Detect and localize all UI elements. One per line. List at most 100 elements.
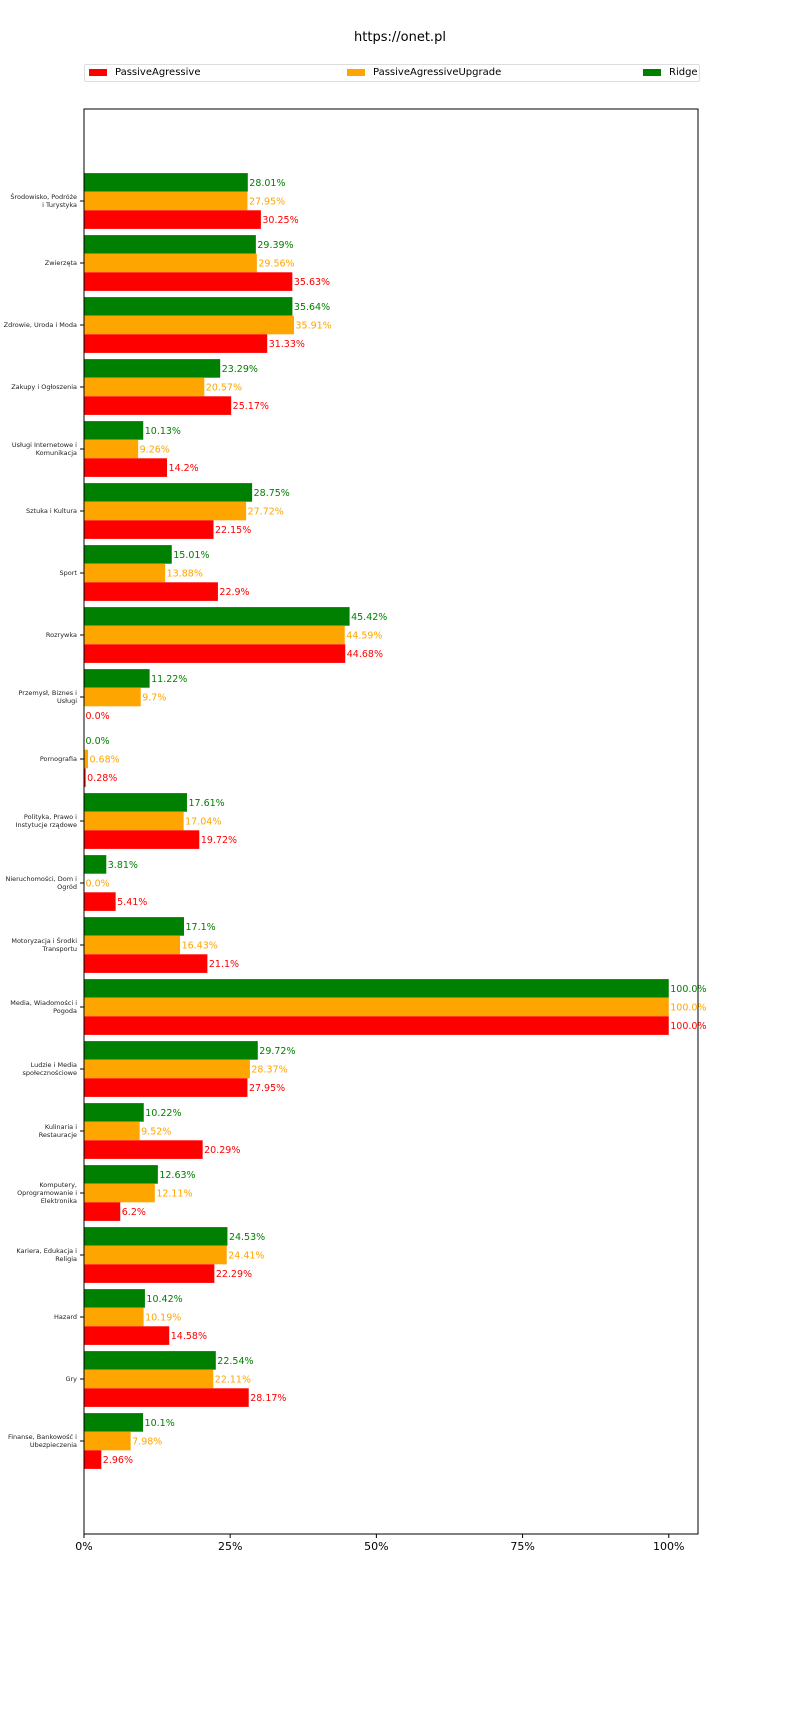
y-tick-label: Zakupy i Ogłoszenia [11,383,77,391]
bar [84,1140,203,1159]
bar [84,644,346,663]
y-tick-label: Usługi Internetowe i Komunikacja [12,441,77,457]
data-label: 17.04% [185,817,221,828]
bar [84,191,248,211]
data-label: 22.54% [217,1356,253,1367]
data-label: 44.68% [347,649,383,660]
data-label: 10.22% [145,1108,181,1119]
legend-swatch [89,69,107,76]
y-tick-label: Nieruchomości, Dom i Ogród [5,875,77,891]
bar [84,458,168,477]
bar [84,669,150,688]
data-label: 25.17% [233,401,269,412]
data-label: 14.58% [171,1331,207,1342]
bar [84,749,88,769]
data-label: 10.13% [145,426,181,437]
data-label: 21.1% [209,959,239,970]
y-tick-label: Komputery, Oprogramowanie i Elektronika [17,1181,77,1205]
bar [84,545,172,564]
bar [84,501,247,521]
y-tick-label: Zdrowie, Uroda i Moda [4,321,77,329]
data-label: 100.0% [670,1021,706,1032]
data-label: 45.42% [351,612,387,623]
x-tick-label: 0% [75,1540,92,1553]
data-label: 0.28% [87,773,117,784]
legend-swatch [643,69,661,76]
y-tick-label: Sport [60,569,78,577]
data-label: 0.0% [86,879,110,890]
bar [84,235,256,254]
bar [84,1431,131,1451]
bar [84,892,116,911]
data-label: 5.41% [117,897,147,908]
bar [84,582,218,601]
data-label: 10.1% [145,1418,175,1429]
bar [84,1413,144,1432]
data-label: 28.01% [249,178,285,189]
bar [84,1326,170,1345]
data-label: 28.17% [250,1393,286,1404]
y-tick-label: Sztuka i Kultura [26,507,77,515]
bar [84,1245,227,1265]
data-label: 10.19% [145,1313,181,1324]
data-label: 7.98% [132,1437,162,1448]
bar [84,607,350,626]
bar [84,1059,250,1079]
bar [84,421,144,440]
legend-label: PassiveAgressiveUpgrade [373,67,502,78]
legend-swatch [347,69,365,76]
data-label: 6.2% [122,1207,146,1218]
bar [84,563,166,583]
y-tick-label: Pornografia [40,755,77,763]
x-tick-label: 100% [653,1540,684,1553]
data-label: 13.88% [167,569,203,580]
data-label: 9.7% [142,693,166,704]
y-tick-label: Kulinaria i Restauracje [39,1123,77,1139]
legend-item-ridge: Ridge [643,67,698,78]
legend-item-passiveagressiveupgrade: PassiveAgressiveUpgrade [347,67,501,78]
bar [84,1307,144,1327]
y-tick-label: Środowisko, Podróże i Turystyka [10,192,77,209]
plot-frame [83,108,699,1535]
bar [84,334,268,353]
data-label: 0.68% [89,755,119,766]
data-label: 35.64% [294,302,330,313]
bar [84,1351,216,1370]
legend-label: PassiveAgressive [115,67,201,78]
data-label: 22.11% [215,1375,251,1386]
data-label: 44.59% [346,631,382,642]
bar [84,173,248,192]
bar [84,979,669,998]
data-label: 20.29% [204,1145,240,1156]
bar [84,1388,249,1407]
bar [84,483,253,502]
bar [84,210,261,229]
x-tick-label: 25% [218,1540,242,1553]
data-label: 17.1% [185,922,215,933]
data-label: 10.42% [146,1294,182,1305]
data-label: 28.37% [251,1065,287,1076]
bar [84,253,257,273]
chart-title: https://onet.pl [354,30,446,45]
data-label: 14.2% [169,463,199,474]
data-label: 2.96% [103,1455,133,1466]
y-tick-label: Zwierzęta [45,259,77,267]
bar [84,1041,258,1060]
bar [84,1227,228,1246]
data-label: 0.0% [86,711,110,722]
bar [84,917,184,936]
legend-label: Ridge [669,67,698,78]
bar [84,359,221,378]
data-label: 29.39% [257,240,293,251]
data-label: 27.72% [248,507,284,518]
data-label: 35.63% [294,277,330,288]
data-label: 24.41% [228,1251,264,1262]
y-tick-label: Polityka, Prawo i Instytucje rządowe [16,813,78,829]
bar [84,997,669,1017]
bar [84,1264,215,1283]
bar [84,396,232,415]
data-label: 27.95% [249,197,285,208]
data-label: 28.75% [254,488,290,499]
bar [84,520,214,539]
